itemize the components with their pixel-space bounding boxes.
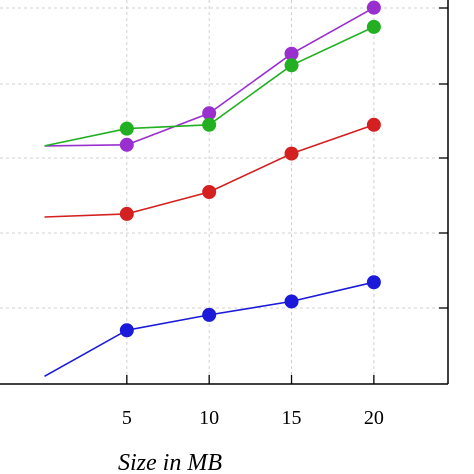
data-markers bbox=[119, 0, 381, 338]
data-point bbox=[284, 46, 299, 61]
x-tick-label: 10 bbox=[199, 407, 219, 429]
data-point bbox=[202, 307, 217, 322]
x-tick-label: 15 bbox=[282, 407, 302, 429]
data-point bbox=[366, 117, 381, 132]
data-point bbox=[284, 146, 299, 161]
data-point bbox=[366, 0, 381, 15]
data-point bbox=[119, 121, 134, 136]
data-point bbox=[202, 117, 217, 132]
data-point bbox=[202, 185, 217, 199]
x-tick-label: 20 bbox=[364, 407, 384, 429]
data-point bbox=[366, 275, 381, 290]
data-point bbox=[119, 137, 134, 152]
data-point bbox=[366, 19, 381, 34]
data-point bbox=[284, 294, 299, 309]
x-tick-label: 5 bbox=[122, 407, 132, 429]
axes bbox=[0, 0, 449, 385]
data-point bbox=[202, 106, 217, 121]
grid-lines bbox=[0, 0, 448, 384]
data-point bbox=[119, 206, 134, 221]
x-axis-title: Size in MB bbox=[118, 450, 222, 474]
data-point bbox=[119, 323, 134, 338]
tick-labels: 5 10 15 20 bbox=[122, 407, 384, 429]
data-point bbox=[284, 58, 299, 73]
